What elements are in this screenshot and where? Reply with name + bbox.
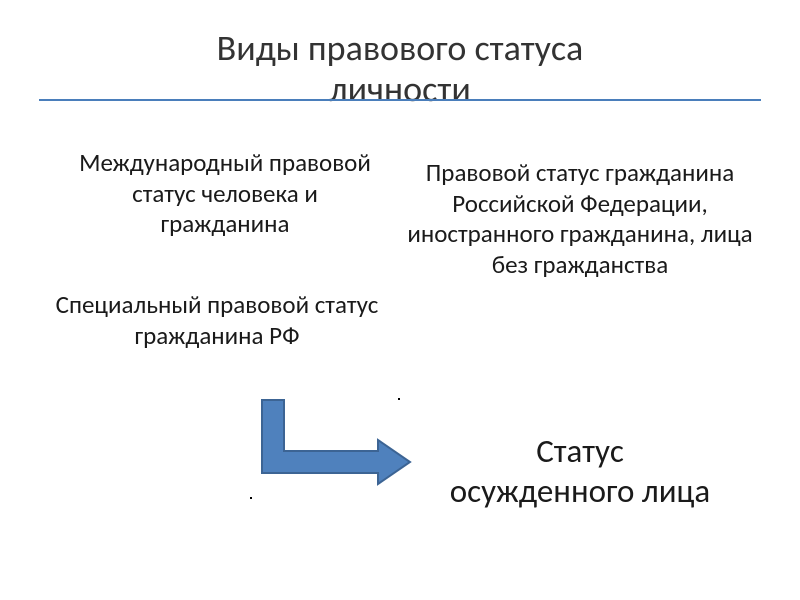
convicted-line2: осужденного лица <box>450 471 711 511</box>
marker-dot <box>250 497 252 499</box>
convicted-line1: Статус <box>536 431 624 471</box>
page-title: Виды правового статуса личности <box>0 0 800 111</box>
title-underline <box>39 99 761 101</box>
bent-arrow-icon <box>250 395 420 505</box>
block-convicted-status: Статус осужденного лица <box>420 432 740 511</box>
block-special-status: Специальный правовой статус гражданина Р… <box>52 290 382 351</box>
block-international-status: Международный правовой статус человека и… <box>70 148 380 240</box>
marker-dot <box>398 398 400 400</box>
block-citizen-status: Правовой статус гражданина Российской Фе… <box>405 158 755 280</box>
title-line1: Виды правового статуса <box>217 26 584 70</box>
title-line2: личности <box>329 67 471 111</box>
